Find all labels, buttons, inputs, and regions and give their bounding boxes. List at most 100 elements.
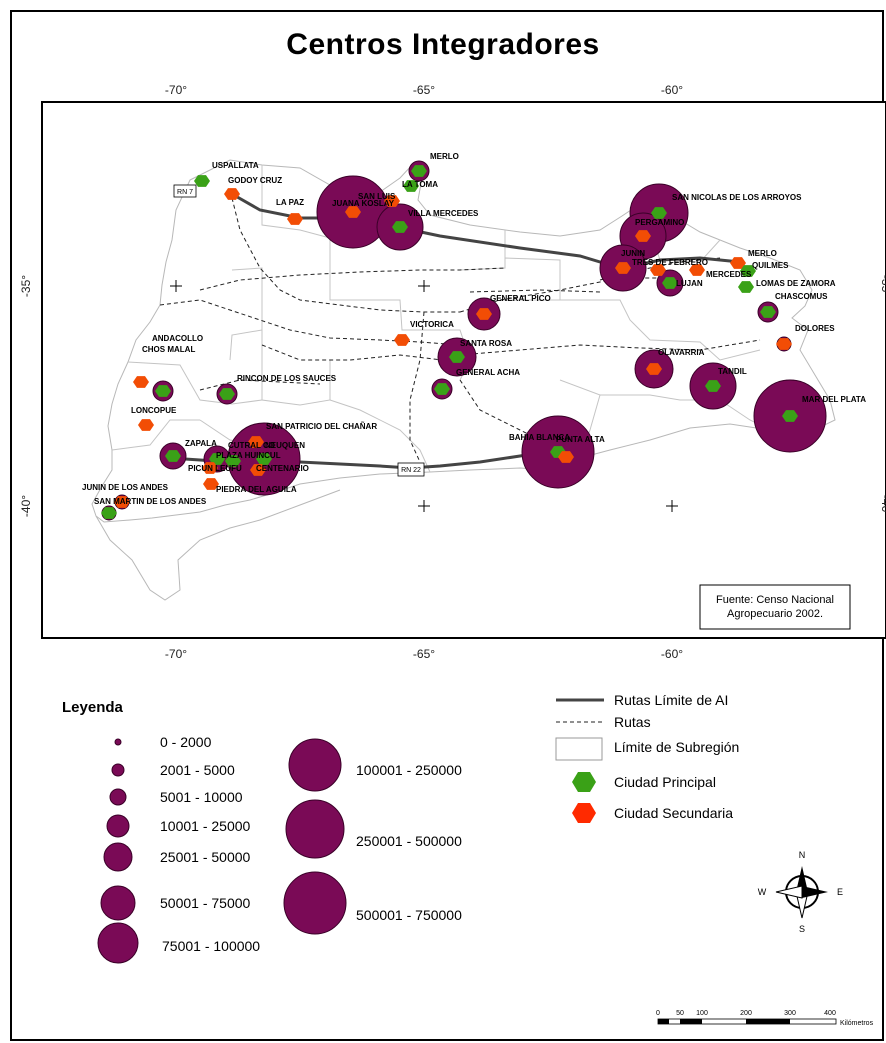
city-labels-layer: USPALLATA GODOY CRUZ MERLO LA TOMA SAN LUIS L… — [82, 152, 866, 506]
city-label-san-luis: SAN LUIS — [358, 192, 396, 201]
legend-circle-4 — [106, 814, 130, 838]
principal-city-marker-tandil[interactable] — [705, 380, 721, 392]
city-label-pergamino: PERGAMINO — [635, 218, 684, 227]
scale-unit: Kilómetros — [840, 1020, 874, 1027]
principal-city-marker-rincon-de-los-sauces[interactable] — [219, 388, 235, 400]
principal-city-marker-villa-mercedes[interactable] — [392, 221, 408, 233]
svg-text:Ciudad Secundaria: Ciudad Secundaria — [614, 805, 733, 821]
legend-class-6: 50001 - 75000 — [100, 885, 251, 921]
principal-city-marker-san-martin-de-los-andes[interactable] — [101, 507, 117, 519]
principal-city-marker-san-nicolas-de-los-arroyos[interactable] — [651, 207, 667, 219]
secondary-city-marker-victorica[interactable] — [394, 334, 410, 346]
city-label-andacollo: ANDACOLLO — [152, 334, 203, 343]
legend-class-4: 10001 - 25000 — [106, 814, 251, 838]
legend-circle-1 — [114, 738, 122, 746]
south-label: S — [799, 924, 805, 934]
legend-class-10: 500001 - 750000 — [283, 871, 462, 935]
lat-tick-left-35: -35° — [19, 275, 33, 297]
principal-city-marker-cutral-co[interactable] — [209, 453, 225, 465]
city-markers-layer — [101, 165, 798, 519]
city-label-mercedes: MERCEDES — [706, 270, 752, 279]
city-label-bahia-blanca: BAHIA BLANCA — [509, 433, 570, 442]
principal-city-marker-chascomus[interactable] — [760, 306, 776, 318]
city-label-godoy-cruz: GODOY CRUZ — [228, 176, 282, 185]
city-label-chos-malal: CHOS MALAL — [142, 345, 195, 354]
lon-tick-top-60: -60° — [661, 83, 683, 97]
city-label-punta-alta: PUNTA ALTA — [556, 435, 605, 444]
legend-title: Leyenda — [62, 699, 124, 716]
region-outline — [91, 159, 836, 523]
principal-city-marker-general-acha[interactable] — [434, 383, 450, 395]
city-label-san-patricio-del-chañar: SAN PATRICIO DEL CHAÑAR — [266, 422, 377, 431]
source-note-line2: Agropecuario 2002. — [727, 608, 823, 620]
city-label-uspallata: USPALLATA — [212, 161, 259, 170]
legend-circle-6 — [100, 885, 136, 921]
svg-text:0: 0 — [656, 1010, 660, 1017]
principal-city-marker-plaza-huincul[interactable] — [225, 455, 241, 467]
secondary-city-marker-san-patricio-del-chañar[interactable] — [248, 436, 264, 448]
source-note-line1: Fuente: Censo Nacional — [716, 594, 834, 606]
secondary-city-marker-dolores[interactable] — [776, 338, 792, 350]
principal-city-marker-chos-malal[interactable] — [155, 385, 171, 397]
svg-text:RN 22: RN 22 — [401, 467, 421, 474]
legend-class-label-3: 5001 - 10000 — [160, 789, 243, 805]
secondary-city-marker-juana-koslay[interactable] — [345, 206, 361, 218]
principal-city-marker-lomas-de-zamora[interactable] — [738, 281, 754, 293]
secondary-city-marker-la-paz[interactable] — [287, 213, 303, 225]
city-label-quilmes: QUILMES — [752, 261, 789, 270]
city-label-san-nicolas-de-los-arroyos: SAN NICOLAS DE LOS ARROYOS — [672, 193, 802, 202]
secondary-city-marker-andacollo[interactable] — [133, 376, 149, 388]
principal-city-marker-neuquen[interactable] — [256, 453, 272, 465]
secondary-city-marker-tres-de-febrero[interactable] — [650, 264, 666, 276]
principal-city-marker-la-toma[interactable] — [403, 180, 419, 192]
svg-text:100: 100 — [696, 1010, 708, 1017]
secondary-city-marker-junin-de-los-andes[interactable] — [114, 496, 130, 508]
legend-class-label-10: 500001 - 750000 — [356, 907, 462, 923]
secondary-city-marker-piedra-del-aguila[interactable] — [203, 478, 219, 490]
secondary-city-marker-san-luis[interactable] — [384, 195, 400, 207]
principal-city-marker-mar-del-plata[interactable] — [782, 410, 798, 422]
secondary-city-marker-general-pico[interactable] — [476, 308, 492, 320]
legend-circle-3 — [109, 788, 127, 806]
legend-circle-2 — [111, 763, 125, 777]
lat-tick-left-40: -40° — [19, 495, 33, 517]
principal-city-marker-santa-rosa[interactable] — [449, 351, 465, 363]
legend-class-label-1: 0 - 2000 — [160, 734, 212, 750]
legend-class-label-9: 250001 - 500000 — [356, 833, 462, 849]
city-label-lujan: LUJAN — [676, 279, 703, 288]
city-label-san-martin-de-los-andes: SAN MARTIN DE LOS ANDES — [94, 497, 207, 506]
west-label: W — [758, 887, 767, 897]
principal-city-marker-zapala[interactable] — [165, 450, 181, 462]
legend-class-3: 5001 - 10000 — [109, 788, 243, 806]
legend-class-label-6: 50001 - 75000 — [160, 895, 251, 911]
secondary-city-marker-merlo[interactable] — [730, 257, 746, 269]
principal-city-marker-uspallata[interactable] — [194, 175, 210, 187]
lat-tick-right-40: -40° — [879, 495, 886, 517]
legend-ai-limit-route: Rutas Límite de AI — [556, 692, 728, 708]
secondary-city-marker-godoy-cruz[interactable] — [224, 188, 240, 200]
legend-class-label-7: 75001 - 100000 — [162, 938, 260, 954]
city-label-merlo: MERLO — [748, 249, 777, 258]
city-label-dolores: DOLORES — [795, 324, 835, 333]
principal-city-marker-lujan[interactable] — [662, 277, 678, 289]
secondary-city-marker-pergamino[interactable] — [635, 230, 651, 242]
secondary-city-marker-loncopue[interactable] — [138, 419, 154, 431]
legend-class-label-8: 100001 - 250000 — [356, 762, 462, 778]
secondary-city-marker-centenario[interactable] — [250, 464, 266, 476]
svg-text:Rutas: Rutas — [614, 714, 651, 730]
legend-subregion-limit: Límite de Subregión — [555, 737, 739, 761]
legend-class-8: 100001 - 250000 — [288, 738, 462, 792]
lon-tick-top-70: -70° — [165, 83, 187, 97]
road-shield-rn22: RN 22 — [397, 462, 425, 477]
principal-city-marker-merlo[interactable] — [411, 165, 427, 177]
secondary-city-marker-picun-leufu[interactable] — [202, 462, 218, 474]
city-label-general-acha: GENERAL ACHA — [456, 368, 520, 377]
road-shield-rn7: RN 7 — [173, 184, 197, 198]
svg-text:Ciudad Principal: Ciudad Principal — [614, 774, 716, 790]
secondary-city-marker-mercedes[interactable] — [689, 264, 705, 276]
principal-city-marker-quilmes[interactable] — [740, 265, 756, 277]
secondary-city-marker-olavarria[interactable] — [646, 363, 662, 375]
secondary-city-marker-punta-alta[interactable] — [558, 451, 574, 463]
city-label-juana-koslay: JUANA KOSLAY — [332, 199, 395, 208]
secondary-city-marker-junin[interactable] — [615, 262, 631, 274]
